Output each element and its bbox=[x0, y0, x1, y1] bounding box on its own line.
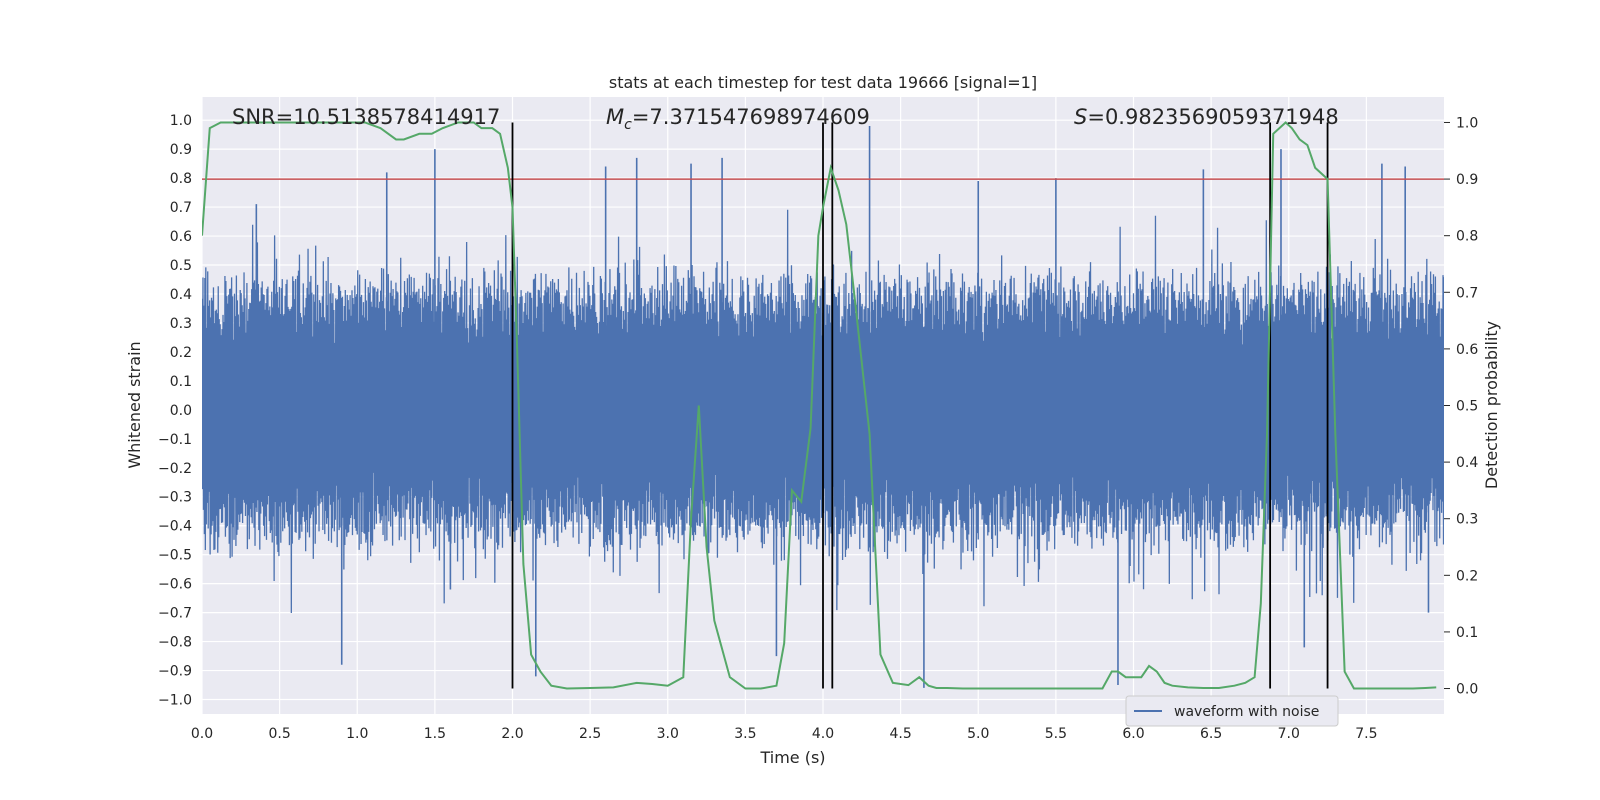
y-right-tick-label: 0.7 bbox=[1456, 285, 1478, 301]
legend: waveform with noise bbox=[1125, 695, 1339, 727]
x-tick-label: 1.0 bbox=[346, 726, 368, 742]
y-left-tick-label: 0.7 bbox=[170, 200, 192, 216]
x-tick-label: 2.5 bbox=[579, 726, 601, 742]
x-tick-label: 7.0 bbox=[1278, 726, 1300, 742]
waveform-series bbox=[202, 125, 1444, 688]
x-tick-label: 3.5 bbox=[734, 726, 756, 742]
y-right-tick-label: 1.0 bbox=[1456, 115, 1478, 131]
s-symbol: S bbox=[1074, 105, 1087, 129]
x-axis-label: Time (s) bbox=[759, 748, 825, 767]
x-tick-label: 6.5 bbox=[1200, 726, 1222, 742]
chirp-mass-value: =7.371547698974609 bbox=[632, 105, 870, 129]
x-tick-label: 4.0 bbox=[812, 726, 834, 742]
y-left-tick-label: −0.4 bbox=[158, 519, 192, 535]
y-left-tick-label: 0.6 bbox=[170, 229, 192, 245]
y-right-tick-label: 0.6 bbox=[1456, 342, 1478, 358]
y-left-tick-label: −0.5 bbox=[158, 548, 192, 564]
probability-series bbox=[202, 121, 1437, 690]
y-right-axis-label: Detection probability bbox=[1482, 321, 1501, 489]
y-left-tick-label: 0.9 bbox=[170, 142, 192, 158]
y-left-tick-label: −0.2 bbox=[158, 461, 192, 477]
y-left-tick-label: −0.6 bbox=[158, 577, 192, 593]
y-right-tick-label: 0.8 bbox=[1456, 229, 1478, 245]
y-right-tick-label: 0.1 bbox=[1456, 625, 1478, 641]
y-left-tick-label: −0.9 bbox=[158, 664, 192, 680]
y-left-tick-label: −1.0 bbox=[158, 693, 192, 709]
chirp-mass-annotation: Mc=7.371547698974609 bbox=[606, 105, 870, 133]
chirp-mass-symbol: M bbox=[606, 105, 624, 129]
legend-box bbox=[1125, 695, 1339, 727]
y-left-tick-label: −0.3 bbox=[158, 490, 192, 506]
chart-title: stats at each timestep for test data 196… bbox=[609, 73, 1037, 92]
y-right-tick-label: 0.2 bbox=[1456, 568, 1478, 584]
y-left-tick-label: −0.8 bbox=[158, 635, 192, 651]
y-right-tick-label: 0.4 bbox=[1456, 455, 1478, 471]
s-annotation: S=0.9823569059371948 bbox=[1074, 105, 1339, 129]
y-left-tick-label: −0.1 bbox=[158, 432, 192, 448]
x-tick-label: 5.0 bbox=[967, 726, 989, 742]
y-left-tick-label: 1.0 bbox=[170, 113, 192, 129]
x-tick-label: 2.0 bbox=[501, 726, 523, 742]
y-left-tick-label: 0.1 bbox=[170, 374, 192, 390]
y-left-tick-label: 0.2 bbox=[170, 345, 192, 361]
x-tick-label: 4.5 bbox=[889, 726, 911, 742]
x-tick-label: 3.0 bbox=[657, 726, 679, 742]
y-left-axis-ticks: 1.0 0.9 0.8 0.7 0.6 0.5 0.4 0.3 0.2 0.1 0.0 −0.1 −0.… bbox=[158, 113, 192, 708]
y-right-tick-label: 0.5 bbox=[1456, 399, 1478, 415]
y-left-tick-label: 0.8 bbox=[170, 171, 192, 187]
x-tick-label: 6.0 bbox=[1122, 726, 1144, 742]
probability-line bbox=[202, 121, 1437, 690]
s-value: =0.9823569059371948 bbox=[1087, 105, 1338, 129]
chirp-mass-subscript: c bbox=[624, 117, 632, 133]
snr-annotation: SNR=10.5138578414917 bbox=[232, 105, 500, 129]
y-left-tick-label: 0.3 bbox=[170, 316, 192, 332]
y-left-tick-label: 0.4 bbox=[170, 287, 192, 303]
x-tick-label: 0.0 bbox=[191, 726, 213, 742]
y-right-tick-label: 0.3 bbox=[1456, 512, 1478, 528]
y-right-tick-label: 0.9 bbox=[1456, 172, 1478, 188]
y-left-tick-label: 0.0 bbox=[170, 403, 192, 419]
y-left-axis-label: Whitened strain bbox=[125, 341, 144, 468]
x-tick-label: 5.5 bbox=[1045, 726, 1067, 742]
legend-label-waveform: waveform with noise bbox=[1174, 704, 1319, 720]
x-axis-ticks: 0.0 0.5 1.0 1.5 2.0 2.5 3.0 3.5 4.0 4.5 5.0 5.5 6.0 6… bbox=[191, 726, 1378, 742]
y-left-tick-label: −0.7 bbox=[158, 606, 192, 622]
x-tick-label: 0.5 bbox=[268, 726, 290, 742]
x-tick-label: 7.5 bbox=[1355, 726, 1377, 742]
x-tick-label: 1.5 bbox=[424, 726, 446, 742]
y-right-axis-ticks: 1.0 0.9 0.8 0.7 0.6 0.5 0.4 0.3 0.2 0.1 0.0 bbox=[1444, 115, 1478, 698]
y-right-tick-label: 0.0 bbox=[1456, 682, 1478, 698]
y-left-tick-label: 0.5 bbox=[170, 258, 192, 274]
